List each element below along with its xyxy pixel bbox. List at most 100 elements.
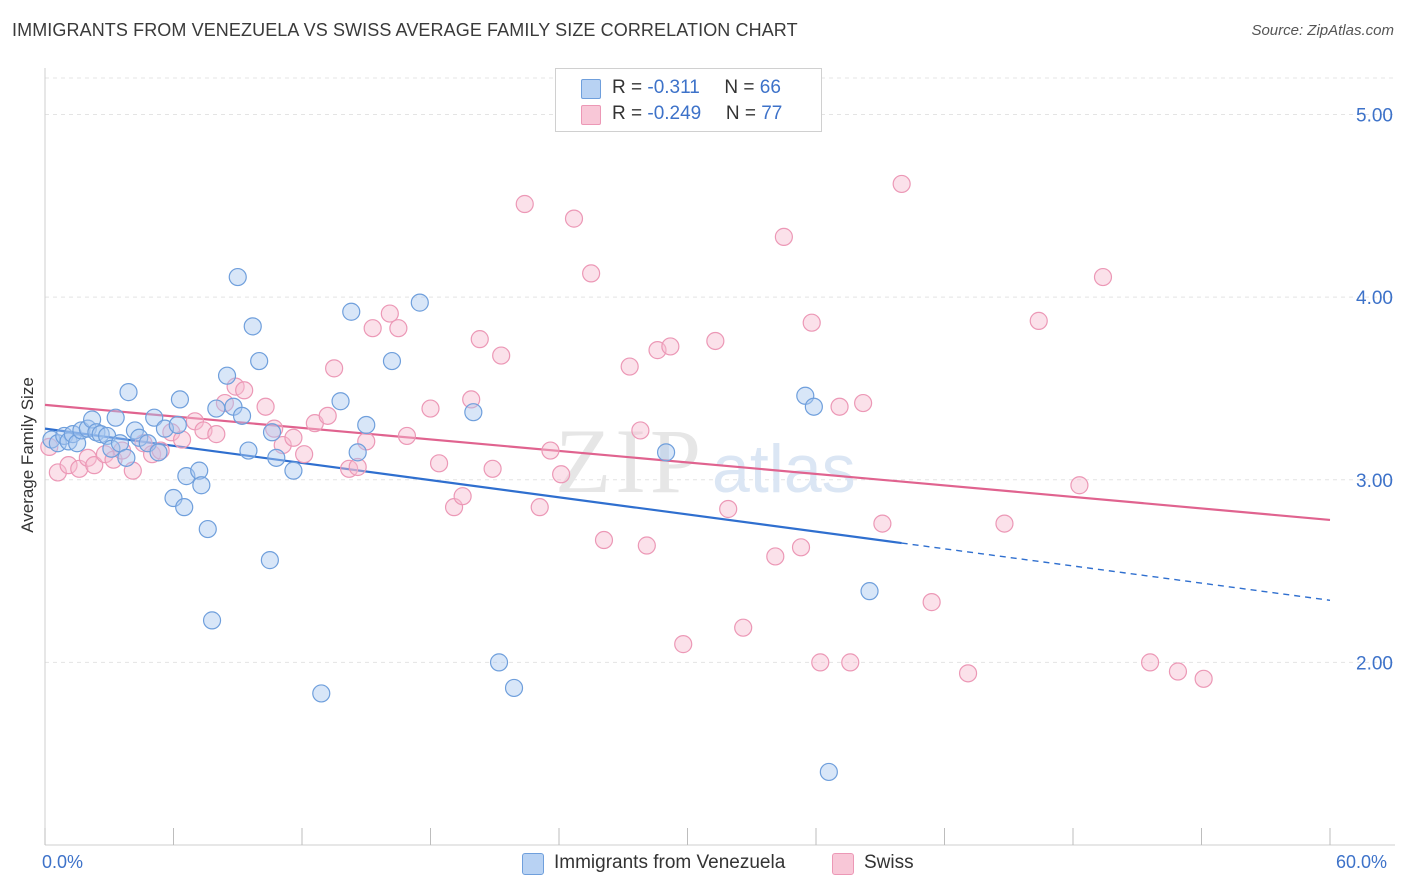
- data-point-venezuela: [382, 351, 402, 371]
- watermark: ZIP atlas: [555, 410, 856, 512]
- legend-stats: R = -0.311 N = 66 R = -0.249 N = 77: [555, 68, 822, 132]
- y-tick-label: 5.00: [1356, 106, 1393, 127]
- data-point-swiss: [453, 487, 472, 506]
- legend-n-label: N =: [725, 103, 762, 124]
- data-point-venezuela: [119, 383, 138, 402]
- data-point-swiss: [922, 593, 941, 612]
- data-point-swiss: [830, 397, 849, 416]
- data-point-swiss: [719, 499, 738, 519]
- data-point-swiss: [295, 445, 314, 464]
- data-point-swiss: [380, 304, 399, 323]
- data-point-venezuela: [331, 392, 350, 411]
- data-point-venezuela: [149, 443, 168, 462]
- data-point-swiss: [59, 456, 78, 475]
- y-tick-label: 4.00: [1356, 288, 1393, 309]
- data-point-swiss: [791, 538, 811, 557]
- data-point-swiss: [706, 331, 725, 351]
- legend-swatch-swiss: [581, 105, 601, 125]
- data-point-venezuela: [145, 408, 164, 427]
- data-point-swiss: [515, 194, 534, 214]
- data-point-venezuela: [250, 351, 269, 371]
- data-point-swiss: [1029, 311, 1048, 330]
- legend-label-swiss: Swiss: [864, 852, 914, 873]
- data-point-swiss: [1070, 476, 1089, 495]
- data-point-venezuela: [260, 551, 279, 570]
- data-point-venezuela: [232, 406, 252, 425]
- data-point-venezuela: [348, 443, 367, 462]
- data-point-venezuela: [91, 425, 110, 444]
- data-point-venezuela: [190, 461, 209, 480]
- legend-n-label: N =: [724, 77, 760, 98]
- data-point-swiss: [995, 514, 1014, 533]
- series-swiss: [40, 174, 1213, 688]
- data-point-swiss: [541, 441, 560, 460]
- data-point-venezuela: [207, 399, 226, 418]
- legend-r-value: -0.249: [647, 103, 702, 124]
- data-point-venezuela: [198, 519, 217, 539]
- legend-n-value: 66: [759, 77, 781, 98]
- legend-swatch-swiss: [832, 853, 854, 875]
- data-point-venezuela: [504, 678, 524, 698]
- data-point-swiss: [854, 393, 873, 413]
- y-tick-label: 3.00: [1356, 471, 1393, 492]
- data-point-swiss: [892, 174, 911, 194]
- data-point-swiss: [48, 463, 67, 482]
- data-point-swiss: [631, 421, 650, 440]
- data-point-swiss: [256, 397, 275, 416]
- data-point-venezuela: [819, 762, 838, 782]
- trend-line-venezuela: [44, 427, 902, 545]
- trend-line-swiss: [44, 403, 1331, 522]
- data-point-swiss: [774, 227, 793, 246]
- data-point-venezuela: [410, 293, 429, 312]
- legend-swatch-venezuela: [581, 79, 601, 99]
- data-point-swiss: [207, 425, 226, 444]
- data-point-venezuela: [170, 390, 190, 409]
- data-point-venezuela: [228, 267, 247, 287]
- data-point-swiss: [582, 264, 601, 283]
- data-point-swiss: [389, 319, 408, 338]
- data-point-swiss: [363, 319, 382, 338]
- data-point-venezuela: [72, 421, 91, 440]
- legend-n-value: 77: [761, 103, 783, 124]
- data-point-venezuela: [175, 498, 194, 517]
- data-point-swiss: [483, 459, 502, 478]
- data-point-venezuela: [342, 302, 361, 321]
- legend-r-label: R =: [612, 77, 648, 98]
- data-point-swiss: [429, 454, 449, 473]
- data-point-swiss: [661, 337, 680, 356]
- legend-r-label: R =: [612, 103, 648, 124]
- chart-title: IMMIGRANTS FROM VENEZUELA VS SWISS AVERA…: [12, 20, 798, 40]
- data-point-venezuela: [168, 415, 187, 435]
- series-venezuela: [42, 267, 879, 782]
- axes: [44, 68, 1395, 846]
- data-point-venezuela: [804, 397, 823, 416]
- data-point-swiss: [802, 313, 821, 332]
- data-point-swiss: [78, 448, 97, 467]
- data-point-swiss: [873, 514, 892, 533]
- data-point-venezuela: [202, 611, 222, 630]
- data-point-swiss: [235, 381, 254, 400]
- data-point-swiss: [85, 456, 104, 475]
- data-point-swiss: [1194, 669, 1213, 688]
- data-point-venezuela: [464, 403, 483, 422]
- data-point-venezuela: [239, 441, 258, 460]
- data-point-swiss: [734, 618, 753, 637]
- data-point-venezuela: [262, 423, 282, 442]
- data-point-swiss: [552, 465, 571, 484]
- x-tick-label-max: 60.0%: [1336, 852, 1388, 872]
- legend-swatch-venezuela: [522, 853, 544, 875]
- data-point-swiss: [594, 530, 614, 550]
- x-tick-label-min: 0.0%: [42, 852, 84, 872]
- trend-line-venezuela-extrapolated: [901, 542, 1331, 601]
- y-axis-label: Average Family Size: [18, 377, 37, 533]
- data-point-venezuela: [284, 461, 303, 480]
- trend-lines: [44, 403, 1331, 601]
- data-point-swiss: [318, 406, 337, 425]
- data-point-swiss: [841, 653, 860, 672]
- data-point-swiss: [811, 653, 830, 672]
- legend-label-venezuela: Immigrants from Venezuela: [554, 852, 786, 873]
- data-point-venezuela: [312, 684, 331, 703]
- data-point-venezuela: [117, 448, 136, 467]
- data-point-swiss: [530, 498, 549, 517]
- data-point-swiss: [1093, 267, 1113, 287]
